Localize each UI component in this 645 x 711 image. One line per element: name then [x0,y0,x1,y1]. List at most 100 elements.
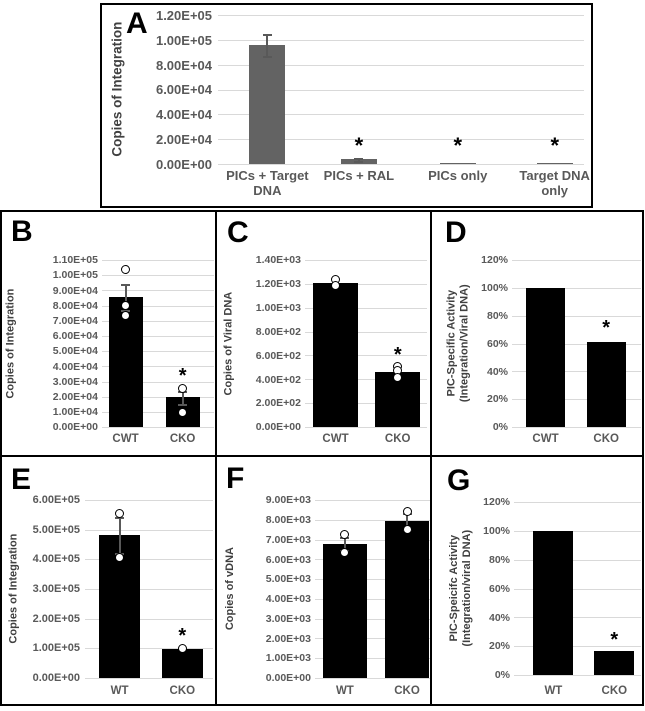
y-tick-label: 1.00E+05 [52,269,98,282]
gridline [315,539,430,541]
y-axis-title-text: PIC-Specific Activity (Integration/Viral … [446,285,472,403]
x-category-label-line: CKO [169,685,196,697]
error-bar-cap-top [121,284,131,287]
data-point-circle [340,547,350,557]
y-tick-label: 100% [481,282,508,295]
gridline [512,260,641,261]
x-category-label: PICs + Target DNA [215,168,319,199]
x-category-label: PICs only [406,168,510,183]
x-category-label: CWT [304,433,368,447]
gridline [315,500,430,501]
gridline [85,678,213,679]
y-tick-label: 8.00E+02 [255,325,301,338]
gridline [102,381,214,383]
panel-F: F Copies of vDNA 9.00E+03 8.00E+03 7.00E+03… [215,455,432,706]
gridline [218,139,584,141]
y-axis-title-line: Copies of Integration [4,288,17,399]
y-axis-title: PIC-Speicifc Activity (Integration/viral … [446,496,476,681]
y-tick-label: 0% [492,421,508,434]
gridline [85,648,213,650]
panel-letter-E: E [11,463,32,496]
bar [526,287,565,427]
y-tick-label: 4.00E+04 [52,360,98,373]
bar [594,650,635,675]
y-tick-label: 8.00E+04 [155,57,212,73]
gridline [514,617,641,619]
gridline [102,275,214,277]
gridline [102,427,214,428]
x-category-label: CKO [366,433,430,447]
gridline [512,427,641,428]
y-tick-label: 120% [481,254,508,267]
gridline [315,519,430,521]
x-category-label: CKO [582,685,645,699]
gridline [512,399,641,401]
y-tick-label: 1.40E+03 [255,254,301,267]
x-category-label: Target DNA only [503,168,607,199]
x-category-label-line: PICs + Target [226,168,309,183]
y-tick-label: 20% [488,640,510,653]
x-category-label: CWT [514,433,578,447]
y-tick-label: 7.00E+03 [265,533,311,546]
x-category-label-line: CKO [601,685,628,697]
y-tick-label: 0.00E+00 [265,672,311,685]
y-tick-label: 20% [486,393,508,406]
y-tick-label: 9.00E+03 [265,494,311,507]
panel-letter-C: C [227,216,249,249]
x-category-label-line: CWT [532,433,559,445]
error-bar [118,517,121,553]
x-category-label-line: WT [335,685,354,697]
x-category-label: CKO [375,685,439,699]
gridline [102,335,214,337]
significance-asterisk: * [453,132,462,158]
y-tick-label: 2.00E+03 [265,632,311,645]
data-point-circle [178,408,188,418]
x-category-label-line: Target DNA [519,168,590,183]
panel-letter-A: A [126,7,148,40]
y-tick-label: 4.00E+05 [32,553,80,566]
y-tick-label: 4.00E+03 [265,593,311,606]
x-category-label: CKO [151,433,215,447]
y-tick-label: 60% [488,582,510,595]
y-axis-title-line: Copies of Viral DNA [222,291,235,396]
data-point-circle [178,383,188,393]
y-tick-label: 4.00E+04 [155,107,212,123]
data-point-circle [115,508,125,518]
y-tick-label: 120% [483,496,510,509]
gridline [512,287,641,289]
y-tick-label: 3.00E+04 [52,375,98,388]
gridline [102,320,214,322]
y-tick-label: 40% [486,365,508,378]
data-point-circle [402,507,412,516]
x-category-label-line: CKO [169,433,196,445]
x-category-label-line: CWT [112,433,139,445]
data-point-circle [121,264,130,274]
y-axis-title: Copies of Viral DNA [221,254,237,433]
x-category-label-line: WT [110,685,129,697]
panel-letter-B: B [11,215,33,248]
gridline [85,559,213,561]
y-tick-label: 5.00E+03 [265,573,311,586]
bar [161,649,203,678]
gridline [102,260,214,261]
bar [313,282,358,427]
gridline [315,579,430,581]
x-category-label-line: DNA [253,183,282,199]
y-tick-label: 40% [488,611,510,624]
y-tick-label: 60% [486,337,508,350]
error-bar-cap-top [115,517,125,520]
error-bar [181,390,184,405]
bar [385,520,429,678]
gridline [102,290,214,292]
data-point-circle [121,301,130,310]
significance-asterisk: * [178,365,187,388]
gridline [315,678,430,679]
y-axis-title-text: PIC-Speicifc Activity (Integration/viral … [448,530,474,647]
y-tick-label: 80% [486,309,508,322]
gridline [315,658,430,660]
gridline [85,589,213,590]
error-bar [124,284,127,311]
gridline [514,502,641,503]
y-tick-label: 6.00E+03 [265,553,311,566]
error-bar-cap-bottom [178,404,188,407]
